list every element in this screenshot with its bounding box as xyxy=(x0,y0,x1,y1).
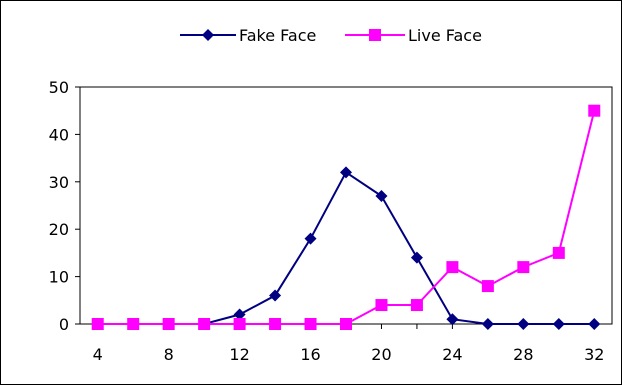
data-point-square xyxy=(233,318,246,330)
data-point-diamond xyxy=(304,232,317,245)
x-tick-label: 4 xyxy=(93,345,103,364)
data-point-square xyxy=(269,318,282,330)
plot-area xyxy=(79,86,613,325)
y-tick-label: 30 xyxy=(49,173,69,192)
x-tick-label: 8 xyxy=(164,345,174,364)
legend-marker-live-face xyxy=(369,29,381,41)
legend-marker-fake-face xyxy=(202,29,214,41)
legend-label-live-face: Live Face xyxy=(408,26,482,45)
x-tick-label: 20 xyxy=(371,345,391,364)
data-point-square xyxy=(481,280,494,293)
data-point-square xyxy=(162,318,175,330)
data-point-square xyxy=(588,104,601,117)
data-point-square xyxy=(552,246,565,259)
legend-item-fake-face: Fake Face xyxy=(180,26,316,45)
series-layer xyxy=(91,104,601,330)
x-tick-label: 12 xyxy=(229,345,249,364)
data-point-square xyxy=(340,318,352,330)
data-point-square xyxy=(127,318,140,330)
legend-item-live-face: Live Face xyxy=(345,26,482,45)
data-point-square xyxy=(198,318,211,330)
x-tick-label: 16 xyxy=(300,345,320,364)
data-point-square xyxy=(375,299,388,312)
series-fake-face xyxy=(91,166,601,330)
y-tick-label: 50 xyxy=(49,78,69,97)
data-point-diamond xyxy=(481,318,494,330)
y-tick-label: 40 xyxy=(49,125,69,144)
x-tick-label: 32 xyxy=(584,345,604,364)
y-tick-label: 10 xyxy=(49,268,69,287)
data-point-diamond xyxy=(552,318,565,330)
data-point-square xyxy=(410,299,423,312)
x-tick-label: 28 xyxy=(513,345,533,364)
data-point-square xyxy=(517,261,530,274)
data-point-square xyxy=(446,261,459,274)
legend: Fake Face Live Face xyxy=(180,26,482,45)
axes: 0 10 20 30 40 50 4 8 12 16 20 24 28 32 xyxy=(49,78,613,364)
y-tick-label: 0 xyxy=(59,315,69,334)
data-point-diamond xyxy=(588,318,601,330)
y-tick-label: 20 xyxy=(49,220,69,239)
data-point-diamond xyxy=(517,318,530,330)
data-point-diamond xyxy=(233,308,246,321)
data-point-diamond xyxy=(340,166,352,179)
series-live-face xyxy=(91,104,601,330)
series-line xyxy=(97,110,596,325)
legend-label-fake-face: Fake Face xyxy=(239,26,316,45)
series-line xyxy=(97,170,595,325)
x-tick-label: 24 xyxy=(442,345,462,364)
data-point-square xyxy=(304,318,317,330)
data-point-diamond xyxy=(410,251,423,264)
data-point-diamond xyxy=(269,289,282,302)
data-point-square xyxy=(91,318,104,330)
data-point-diamond xyxy=(375,190,388,203)
data-point-diamond xyxy=(446,313,459,326)
